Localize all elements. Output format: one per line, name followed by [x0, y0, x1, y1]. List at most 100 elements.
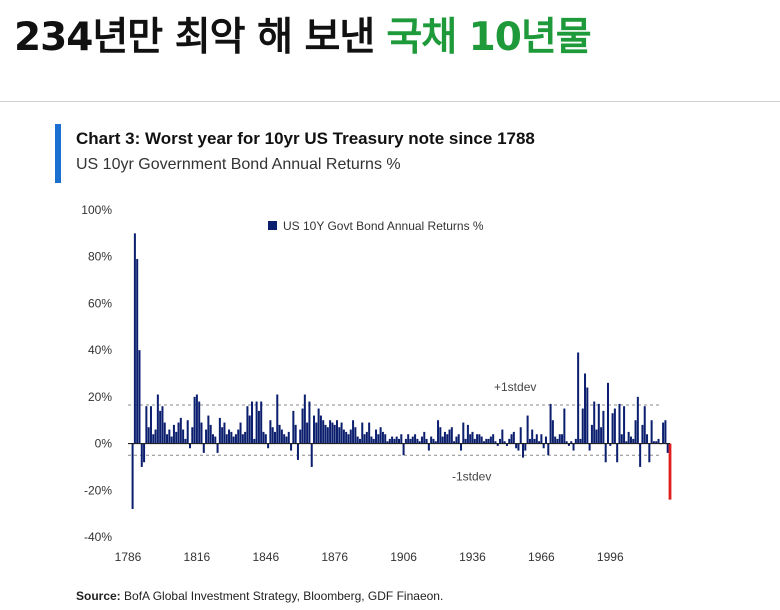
bar [273, 431, 276, 444]
bar [579, 438, 582, 444]
bar [450, 427, 453, 444]
bar [485, 438, 488, 444]
bar [577, 352, 580, 444]
bar [455, 436, 458, 444]
bar [386, 441, 389, 444]
bar [542, 443, 545, 449]
bar [209, 424, 212, 444]
bar [510, 434, 513, 444]
bar [489, 436, 492, 444]
bar [166, 434, 169, 444]
bar [593, 401, 596, 444]
bar [299, 429, 302, 444]
bar [280, 429, 283, 444]
x-axis-ticks: 1786 1816 1846 1876 1906 1936 1966 1996 [115, 550, 624, 564]
bar [271, 427, 274, 444]
bar [138, 350, 141, 444]
bar [544, 436, 547, 444]
bar [411, 436, 414, 444]
bar [154, 429, 157, 444]
bar [356, 436, 359, 444]
chart-subtitle: US 10yr Government Bond Annual Returns % [76, 156, 401, 173]
bar [584, 373, 587, 444]
bar [177, 422, 180, 444]
bar [136, 259, 139, 444]
bar [508, 438, 511, 444]
y-tick-label: -40% [84, 530, 112, 544]
bar [262, 431, 265, 444]
x-tick-label: 1846 [252, 550, 279, 564]
bar [372, 438, 375, 444]
bar [434, 441, 437, 444]
bar [248, 415, 251, 444]
bar-series [131, 233, 672, 509]
bar [480, 436, 483, 444]
bar [260, 401, 263, 444]
bar [402, 443, 405, 456]
bar [333, 424, 336, 444]
bar [446, 434, 449, 444]
bar [159, 410, 162, 444]
bar [561, 434, 564, 444]
bar [257, 410, 260, 444]
bar [175, 431, 178, 444]
bar [462, 422, 465, 444]
bar [163, 422, 166, 444]
bar [352, 420, 355, 444]
bar [476, 434, 479, 444]
bar [379, 427, 382, 444]
bar [340, 422, 343, 444]
bar [322, 420, 325, 444]
bar [278, 424, 281, 444]
bar [439, 427, 442, 444]
bar [172, 424, 175, 444]
bar [414, 434, 417, 444]
bar [501, 429, 504, 444]
chart-title: Chart 3: Worst year for 10yr US Treasury… [76, 129, 535, 148]
bar [627, 431, 630, 444]
bar [629, 436, 632, 444]
bar [531, 429, 534, 444]
bar [393, 438, 396, 444]
y-axis-ticks: 100% 80% 60% 40% 20% 0% -20% -40% [81, 203, 112, 544]
bar [184, 438, 187, 444]
bar [524, 443, 527, 451]
bar [602, 410, 605, 444]
bar [441, 436, 444, 444]
bar [519, 427, 522, 444]
bar [528, 438, 531, 444]
bar [230, 431, 233, 444]
bar [156, 394, 159, 444]
bar [425, 438, 428, 444]
bar [418, 441, 421, 444]
bar [161, 406, 164, 444]
bar [349, 429, 352, 444]
bar [400, 434, 403, 444]
bar [538, 441, 541, 444]
bar [473, 438, 476, 444]
bar [221, 427, 224, 444]
headline-part1: 234년만 최악 해 보낸 [14, 15, 375, 60]
bar [416, 438, 419, 444]
bar [368, 422, 371, 444]
bar [290, 443, 293, 451]
bar [547, 443, 550, 456]
bar [149, 406, 152, 444]
bar [443, 431, 446, 444]
bar [133, 233, 136, 444]
bar [632, 438, 635, 444]
bar [189, 443, 192, 449]
bar [395, 436, 398, 444]
bar [460, 443, 463, 451]
bar [565, 441, 568, 444]
bar [186, 420, 189, 444]
bar [563, 408, 566, 444]
page-headline: 234년만 최악 해 보낸 국채 10년물 [14, 6, 592, 70]
y-tick-label: 60% [88, 296, 112, 310]
bar [655, 441, 658, 444]
bar [648, 443, 651, 463]
source-text: BofA Global Investment Strategy, Bloombe… [124, 589, 444, 603]
bar [503, 441, 506, 444]
bar [604, 443, 607, 463]
bar [228, 429, 231, 444]
